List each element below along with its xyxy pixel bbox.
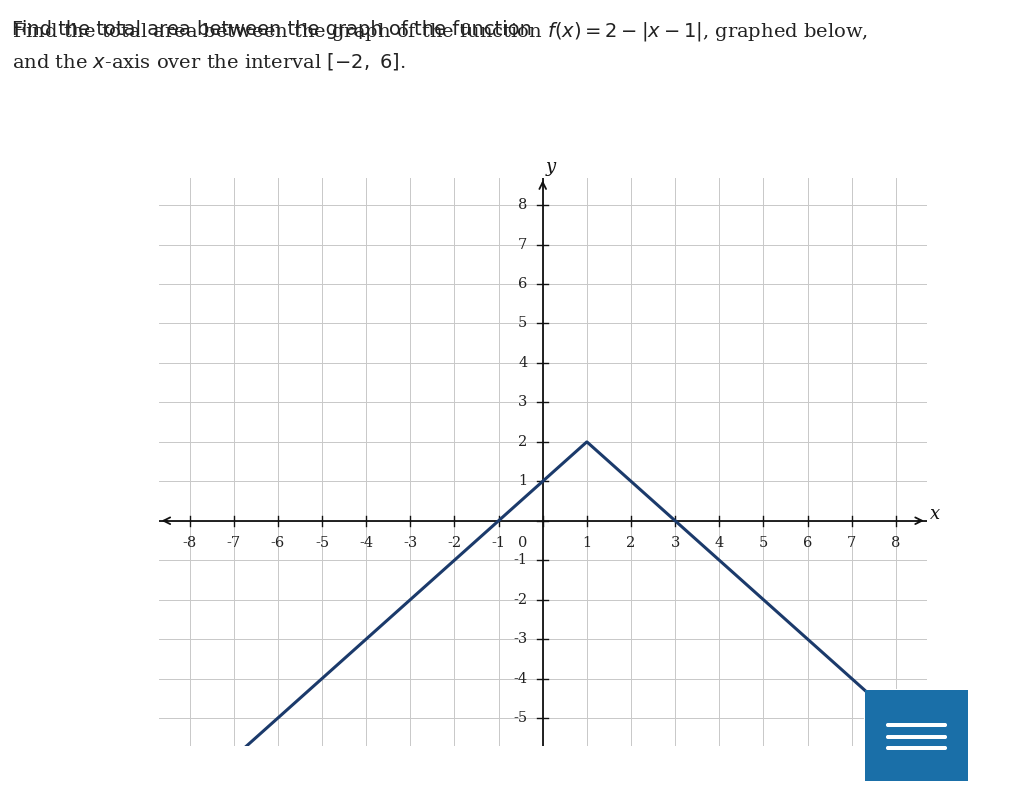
Text: -7: -7 — [226, 536, 241, 550]
Text: 4: 4 — [518, 356, 527, 370]
Text: and the $x$-axis over the interval $[-2,\ 6]$.: and the $x$-axis over the interval $[-2,… — [12, 51, 407, 73]
Text: 1: 1 — [518, 474, 527, 488]
Text: x: x — [930, 505, 940, 522]
Text: Find the total area between the graph of the function $f(x) = 2 - |x - 1|$, grap: Find the total area between the graph of… — [12, 20, 868, 43]
Text: -1: -1 — [513, 553, 527, 567]
Text: 6: 6 — [518, 277, 527, 291]
Text: -1: -1 — [492, 536, 506, 550]
Text: 7: 7 — [847, 536, 856, 550]
Text: 0: 0 — [518, 536, 527, 550]
Text: Find the total area between the graph of the function: Find the total area between the graph of… — [12, 20, 539, 39]
Text: -3: -3 — [513, 632, 527, 646]
Text: 5: 5 — [759, 536, 768, 550]
Text: 2: 2 — [518, 435, 527, 449]
Text: -4: -4 — [513, 671, 527, 686]
Text: y: y — [546, 158, 556, 176]
Text: 7: 7 — [518, 237, 527, 252]
Text: -8: -8 — [182, 536, 197, 550]
Text: 3: 3 — [671, 536, 680, 550]
Text: 6: 6 — [803, 536, 812, 550]
Text: -3: -3 — [403, 536, 418, 550]
Text: -4: -4 — [359, 536, 373, 550]
Text: 1: 1 — [583, 536, 592, 550]
Text: -6: -6 — [270, 536, 285, 550]
Text: 5: 5 — [518, 316, 527, 331]
Text: -5: -5 — [315, 536, 329, 550]
FancyBboxPatch shape — [860, 686, 973, 786]
Text: 3: 3 — [518, 395, 527, 409]
Text: 4: 4 — [715, 536, 724, 550]
Text: 8: 8 — [518, 198, 527, 212]
Text: -2: -2 — [447, 536, 462, 550]
Text: -5: -5 — [513, 711, 527, 725]
Text: -2: -2 — [513, 593, 527, 607]
Text: 8: 8 — [891, 536, 900, 550]
Text: 2: 2 — [627, 536, 636, 550]
